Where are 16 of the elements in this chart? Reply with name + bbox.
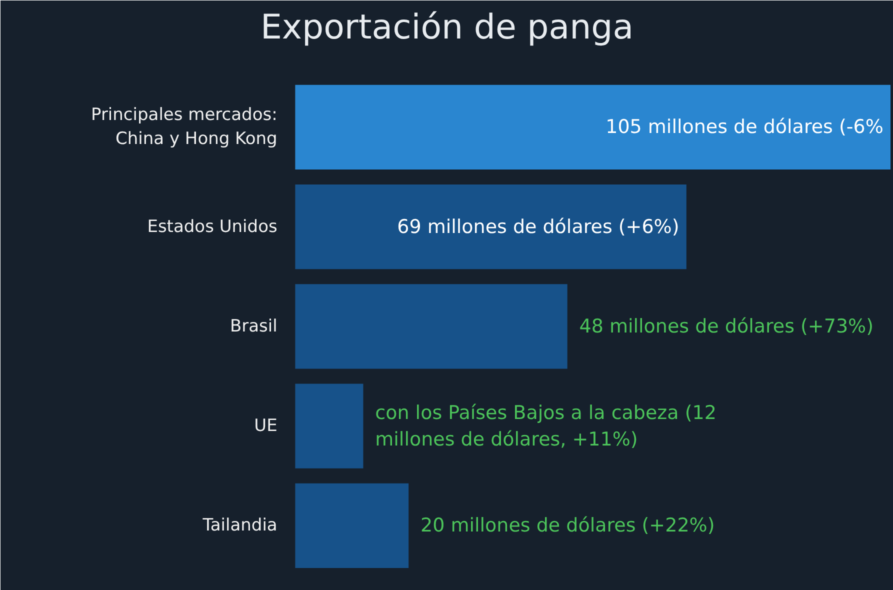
- data-label: 69 millones de dólares (+6%): [397, 216, 680, 238]
- data-label: 105 millones de dólares (-6%: [606, 116, 884, 138]
- y-tick-label: UE: [254, 416, 278, 436]
- bar: [295, 384, 364, 468]
- bar: [295, 483, 409, 568]
- bar: [295, 184, 686, 270]
- data-label: 20 millones de dólares (+22%): [420, 514, 715, 537]
- bar: [295, 84, 891, 170]
- y-tick-label: Estados Unidos: [147, 216, 278, 237]
- data-label: 48 millones de dólares (+73%): [579, 315, 874, 338]
- y-tick-label: Tailandia: [202, 516, 278, 536]
- y-tick-label: Principales mercados: China y Hong Kong: [90, 105, 278, 150]
- bar: [295, 284, 568, 369]
- chart-title: Exportación de panga: [260, 8, 634, 48]
- y-tick-label: Brasil: [230, 316, 278, 336]
- data-label: con los Países Bajos a la cabeza (12 millones de dólares, +11%): [375, 402, 716, 450]
